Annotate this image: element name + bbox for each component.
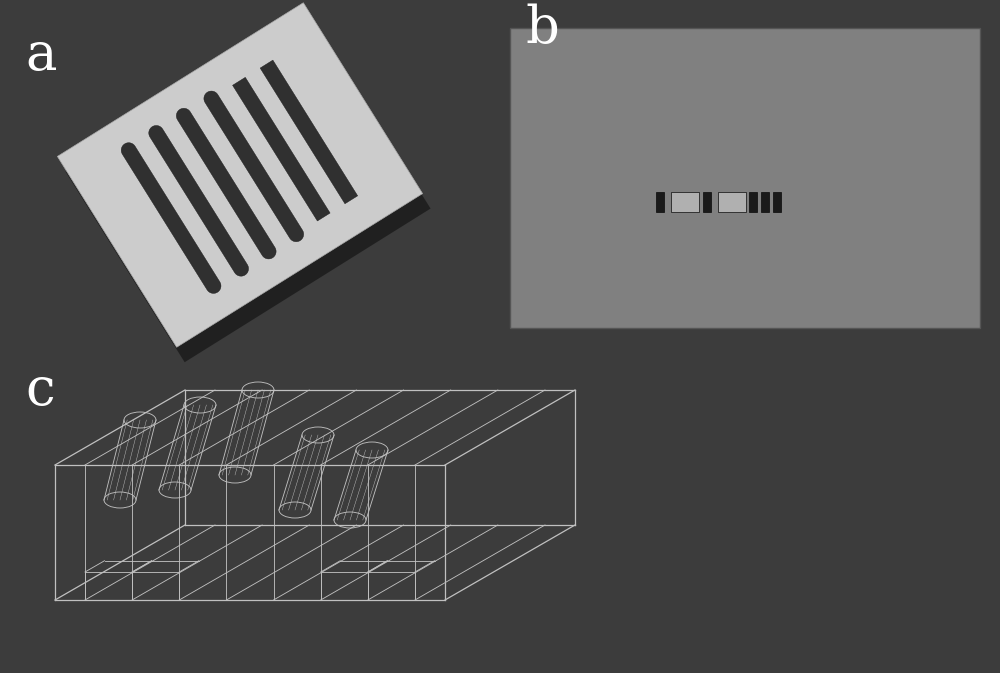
Bar	[718, 192, 746, 212]
Bar	[656, 192, 664, 212]
Text: c: c	[25, 365, 55, 416]
Bar	[749, 192, 757, 212]
Polygon shape	[57, 3, 423, 347]
Polygon shape	[260, 60, 358, 204]
Bar	[671, 192, 699, 212]
Polygon shape	[65, 17, 431, 362]
Polygon shape	[121, 143, 221, 293]
Bar	[761, 192, 769, 212]
Text: a: a	[25, 30, 56, 81]
Bar	[773, 192, 781, 212]
Bar	[510, 28, 980, 328]
Polygon shape	[233, 77, 330, 221]
Polygon shape	[204, 91, 304, 242]
Text: b: b	[525, 3, 559, 54]
Bar	[703, 192, 711, 212]
Polygon shape	[176, 108, 276, 259]
Polygon shape	[149, 125, 249, 276]
